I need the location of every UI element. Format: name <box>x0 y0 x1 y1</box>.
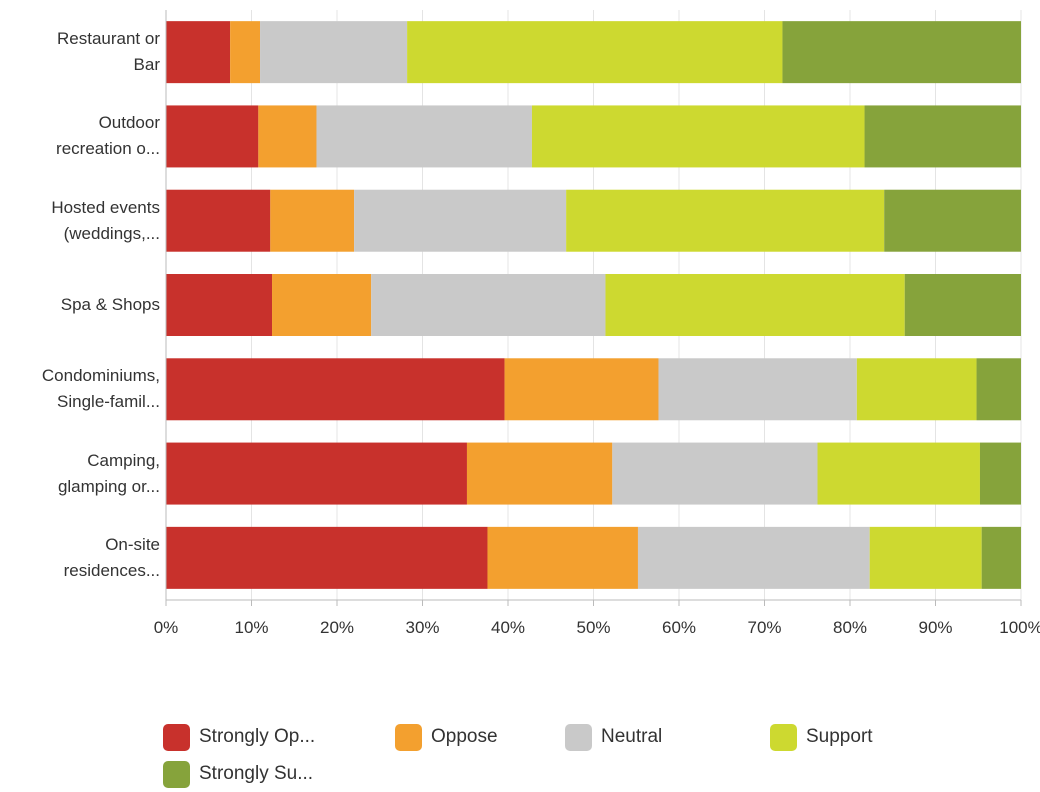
bar-segment <box>487 526 638 589</box>
category-label-line: Condominiums, <box>41 366 160 386</box>
x-tick-label: 70% <box>747 618 782 637</box>
legend-label: Neutral <box>601 726 663 747</box>
legend-label: Oppose <box>431 726 498 747</box>
x-tick-label: 100% <box>999 618 1040 637</box>
bar-segment <box>258 105 317 168</box>
category-label-line: Single-famil... <box>57 392 160 412</box>
x-tick-label: 50% <box>576 618 611 637</box>
bar-segment <box>979 442 1021 505</box>
bar-segment <box>166 274 273 336</box>
bar-segment <box>504 358 659 421</box>
category-label-line: Restaurant or <box>57 29 160 49</box>
legend-swatch <box>770 723 797 751</box>
x-tick-label: 30% <box>405 618 440 637</box>
bar-segment <box>884 189 1021 252</box>
bar-segment <box>869 526 982 589</box>
category-label: Outdoor recreation o... <box>0 110 160 162</box>
bar-segment <box>466 442 613 505</box>
legend-item: Strongly Op... <box>163 722 315 752</box>
bar-segment <box>605 274 905 336</box>
legend-item: Support <box>770 722 873 752</box>
legend-swatch <box>395 723 422 751</box>
legend-label: Strongly Su... <box>199 763 314 784</box>
x-tick-label: 10% <box>234 618 269 637</box>
bar-segment <box>260 21 408 84</box>
legend-item: Neutral <box>565 722 662 752</box>
category-label-line: recreation o... <box>56 139 160 159</box>
bar-segment <box>612 442 818 505</box>
legend: Strongly Op... Oppose Neutral Support Strong… <box>163 722 963 792</box>
bar-segment <box>166 526 488 589</box>
legend-swatch <box>163 760 190 788</box>
bar-segment <box>166 358 505 421</box>
bar-segment <box>354 189 567 252</box>
category-label: Spa & Shops <box>0 292 160 318</box>
bar-segment <box>371 274 606 336</box>
bar-segment <box>976 358 1021 421</box>
x-tick-label: 90% <box>918 618 953 637</box>
bar-segment <box>407 21 783 84</box>
bars <box>166 21 1021 589</box>
category-label-line: residences... <box>63 560 160 580</box>
category-label-line: Outdoor <box>98 113 160 133</box>
bar-segment <box>782 21 1021 84</box>
bar-segment <box>272 274 372 336</box>
bar-segment <box>856 358 977 421</box>
bar-segment <box>531 105 865 168</box>
legend-swatch <box>163 723 190 751</box>
legend-swatch <box>565 723 592 751</box>
category-label: Camping, glamping or... <box>0 448 160 500</box>
bar-segment <box>166 105 259 168</box>
x-tick-label: 0% <box>153 618 179 637</box>
bar-segment <box>166 442 467 505</box>
category-label-line: Camping, <box>87 450 160 470</box>
category-label: Condominiums, Single-famil... <box>0 363 160 415</box>
x-axis <box>165 10 1022 606</box>
bar-segment <box>316 105 532 168</box>
category-label: Hosted events (weddings,... <box>0 195 160 247</box>
bar-segment <box>637 526 870 589</box>
bar-segment <box>230 21 261 84</box>
bar-segment <box>658 358 857 421</box>
x-tick-label: 80% <box>832 618 868 637</box>
bar-segment <box>166 21 231 84</box>
category-label-line: Bar <box>133 55 160 75</box>
bar-segment <box>981 526 1021 589</box>
category-label: Restaurant or Bar <box>0 26 160 78</box>
category-label-line: Spa & Shops <box>60 295 160 314</box>
bar-segment <box>166 189 271 252</box>
bar-segment <box>864 105 1021 168</box>
category-label-line: glamping or... <box>57 476 160 496</box>
bar-segment <box>566 189 885 252</box>
x-tick-label: 40% <box>490 618 526 637</box>
category-label: On-site residences... <box>0 532 160 584</box>
x-tick-label: 60% <box>661 618 697 637</box>
bar-segment <box>904 274 1021 336</box>
legend-item: Strongly Su... <box>163 759 313 789</box>
legend-label: Support <box>806 726 873 747</box>
bar-segment <box>817 442 980 505</box>
bar-segment <box>270 189 355 252</box>
x-tick-label: 20% <box>319 618 355 637</box>
legend-item: Oppose <box>395 722 498 752</box>
category-label-line: (weddings,... <box>63 223 160 243</box>
legend-label: Strongly Op... <box>199 726 316 747</box>
category-label-line: Hosted events <box>51 197 160 217</box>
category-label-line: On-site <box>105 534 160 554</box>
